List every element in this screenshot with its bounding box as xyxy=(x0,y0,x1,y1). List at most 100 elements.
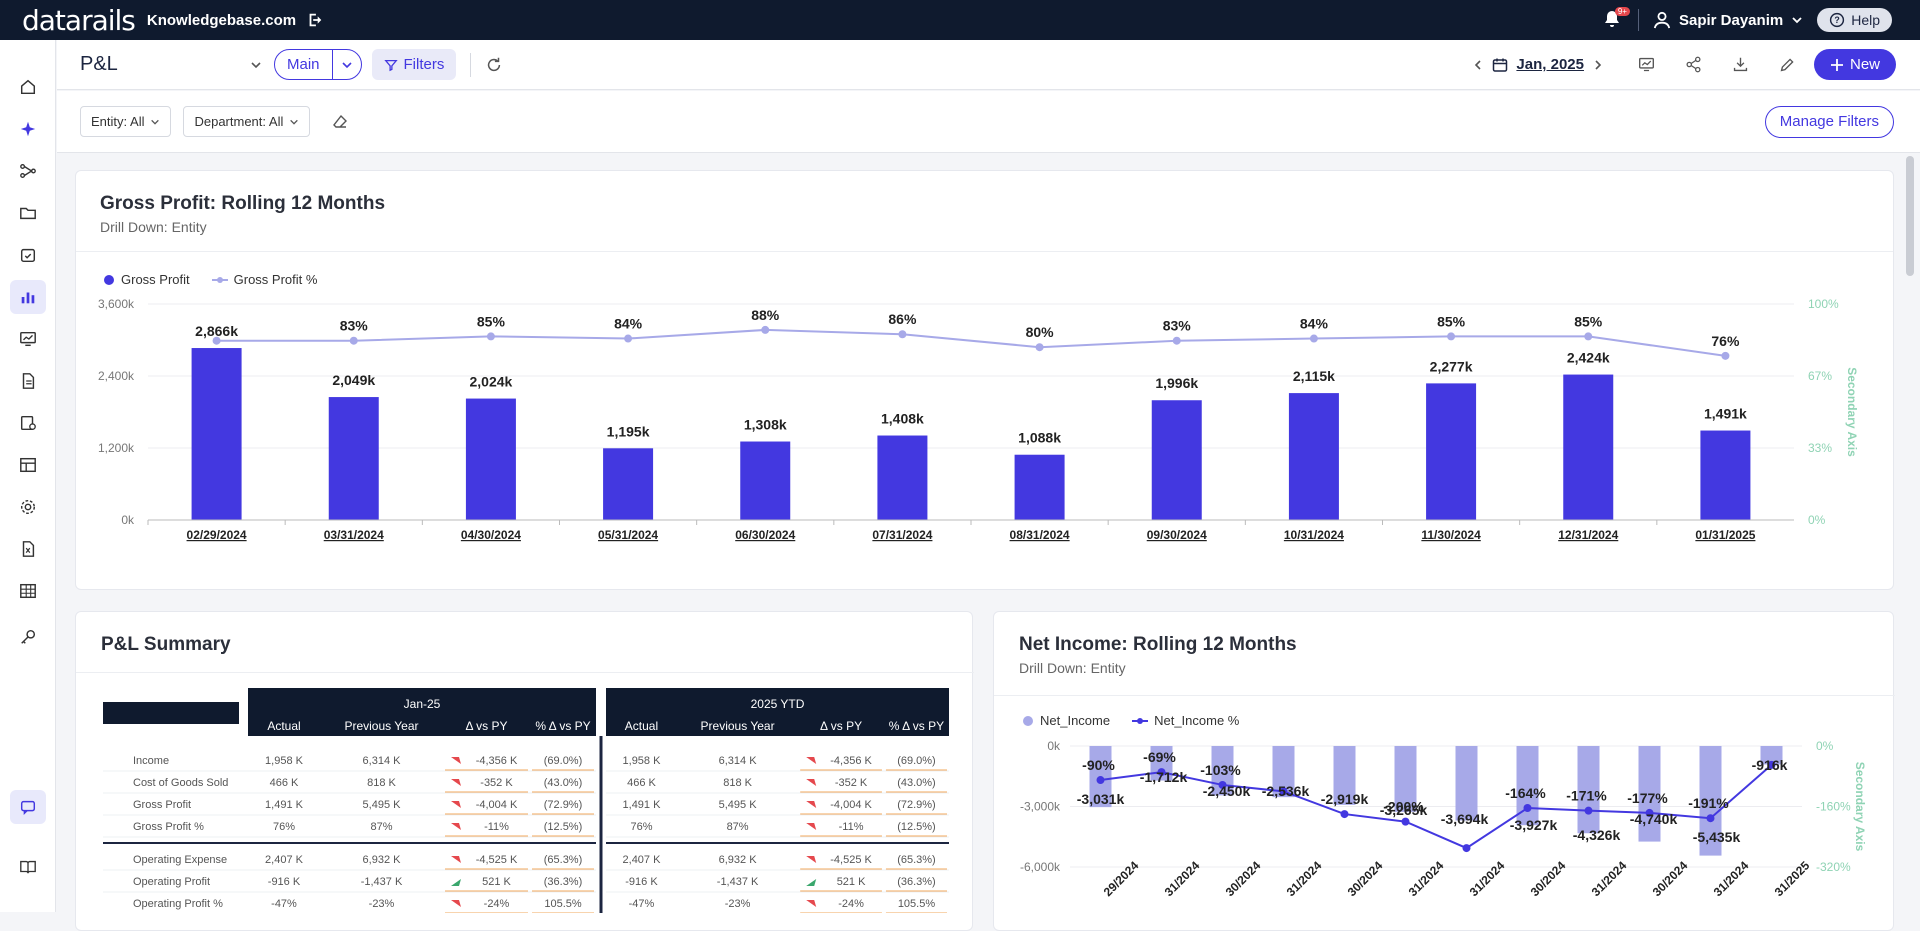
legend-item-net-income[interactable]: Net_Income xyxy=(1022,713,1110,728)
bar xyxy=(740,441,791,520)
line-point xyxy=(1447,332,1456,341)
table-column-header: Δ vs PY xyxy=(465,719,507,733)
bar xyxy=(1516,746,1539,826)
chevron-right-icon[interactable] xyxy=(1592,59,1604,71)
line-point xyxy=(1218,780,1227,789)
table-cell: 1,958 K xyxy=(265,755,304,767)
table-cell: -11% xyxy=(839,821,864,833)
view-dropdown-button[interactable] xyxy=(331,50,361,79)
gross-profit-chart: 0k 1,200k 2,400k 3,600k 0% 33% 67% 100% Secondar… xyxy=(98,297,1859,542)
nav-key-icon[interactable] xyxy=(10,620,46,654)
nav-document-icon[interactable] xyxy=(10,364,46,398)
line-value-label: 88% xyxy=(751,307,780,323)
x-tick-label: 31/2024 xyxy=(1284,858,1325,899)
net-income-card: Net Income: Rolling 12 Months Drill Down… xyxy=(993,611,1895,931)
line-value-label: -69% xyxy=(1143,749,1176,765)
nav-book-icon[interactable] xyxy=(10,850,46,884)
user-name: Sapir Dayanim xyxy=(1678,11,1784,29)
line-value-label: -103% xyxy=(1200,762,1241,778)
x-tick-label: 31/2024 xyxy=(1589,858,1630,899)
new-button[interactable]: New xyxy=(1813,49,1896,80)
line-point xyxy=(1584,332,1593,341)
nav-grid-icon[interactable] xyxy=(10,574,46,608)
nav-reports-chart-icon[interactable] xyxy=(10,280,46,314)
divider xyxy=(1637,9,1639,31)
datarails-logo[interactable]: datarails xyxy=(22,3,136,37)
entity-filter[interactable]: Entity: All xyxy=(80,106,172,137)
bar-value-label: -4,326k xyxy=(1573,827,1621,843)
bar xyxy=(1563,374,1614,520)
refresh-icon[interactable] xyxy=(485,56,503,74)
y2-tick-label: -320% xyxy=(1816,860,1851,874)
switch-tenant-icon[interactable] xyxy=(306,11,324,29)
table-row-label: Operating Profit % xyxy=(133,898,223,910)
notification-badge: 9+ xyxy=(1614,7,1630,16)
bar-value-label: 1,996k xyxy=(1155,375,1198,391)
nav-excel-doc-icon[interactable] xyxy=(10,532,46,566)
x-tick-label: 01/31/2025 xyxy=(1695,528,1755,542)
nav-connections-icon[interactable] xyxy=(10,154,46,188)
line-value-label: -177% xyxy=(1627,790,1668,806)
edit-pencil-icon[interactable] xyxy=(1779,56,1796,73)
y2-tick-label: 67% xyxy=(1808,369,1832,383)
legend-item-gross-profit-pct[interactable]: Gross Profit % xyxy=(211,272,317,287)
top-bar: datarails Knowledgebase.com 9+ Sapir Day… xyxy=(0,0,1920,40)
table-cell: -1,437 K xyxy=(717,876,759,888)
date-label[interactable]: Jan, 2025 xyxy=(1516,56,1584,73)
nav-calendar-check-icon[interactable] xyxy=(10,238,46,272)
trend-down-icon xyxy=(806,757,817,764)
filter-icon xyxy=(383,59,398,71)
y2-tick-label: 0% xyxy=(1816,739,1834,753)
eraser-icon[interactable] xyxy=(332,114,348,130)
nav-home-icon[interactable] xyxy=(10,70,46,104)
notifications-bell-icon[interactable]: 9+ xyxy=(1602,7,1630,31)
nav-settings-doc-icon[interactable] xyxy=(10,406,46,440)
table-cell: -352 K xyxy=(835,777,868,789)
legend-label: Net_Income % xyxy=(1154,713,1240,728)
table-cell: 6,932 K xyxy=(719,854,758,866)
table-cell: 6,314 K xyxy=(719,755,758,767)
y-tick-label: 1,200k xyxy=(98,441,135,455)
line-value-label: 83% xyxy=(340,318,369,334)
help-button[interactable]: ? Help xyxy=(1817,8,1892,32)
legend-item-net-income-pct[interactable]: Net_Income % xyxy=(1132,713,1239,728)
chevron-down-icon xyxy=(341,61,352,68)
legend-label: Gross Profit xyxy=(121,272,190,287)
bar-value-label: -5,435k xyxy=(1693,829,1741,845)
download-icon[interactable] xyxy=(1732,56,1749,73)
view-label[interactable]: Main xyxy=(287,56,320,73)
chevron-down-icon[interactable] xyxy=(250,59,262,71)
table-cell: 2,407 K xyxy=(623,854,662,866)
date-navigator: Jan, 2025 xyxy=(1472,56,1604,73)
legend-item-gross-profit[interactable]: Gross Profit xyxy=(103,272,190,287)
nav-table-icon[interactable] xyxy=(10,448,46,482)
department-filter[interactable]: Department: All xyxy=(183,106,311,137)
line-value-label: 84% xyxy=(1300,316,1329,332)
nav-dashboard-icon[interactable] xyxy=(10,322,46,356)
table-cell: (72.9%) xyxy=(544,799,583,811)
page-scrollbar[interactable] xyxy=(1906,156,1914,276)
bar-value-label: 1,308k xyxy=(744,417,787,433)
bar-value-label: 1,408k xyxy=(881,411,924,427)
nav-folder-icon[interactable] xyxy=(10,196,46,230)
table-column-header: Actual xyxy=(625,719,658,733)
view-selector[interactable]: Main xyxy=(274,49,362,80)
user-menu[interactable]: Sapir Dayanim xyxy=(1653,11,1803,29)
manage-filters-button[interactable]: Manage Filters xyxy=(1764,105,1894,138)
line-point xyxy=(898,330,907,339)
nav-gear-icon[interactable] xyxy=(10,490,46,524)
x-tick-label: 31/2024 xyxy=(1162,858,1203,899)
table-cell: 5,495 K xyxy=(719,799,758,811)
share-icon[interactable] xyxy=(1685,56,1702,73)
y-tick-label: 0k xyxy=(121,513,135,527)
presentation-icon[interactable] xyxy=(1638,56,1655,73)
filters-button[interactable]: Filters xyxy=(371,49,457,80)
nav-ai-sparkle-icon[interactable] xyxy=(10,112,46,146)
bar-value-label: 1,491k xyxy=(1704,406,1747,422)
page-title: P&L xyxy=(80,53,118,75)
nav-chat-icon[interactable] xyxy=(10,790,46,824)
chevron-left-icon[interactable] xyxy=(1472,59,1484,71)
bar xyxy=(1333,746,1356,805)
table-cell: 76% xyxy=(630,821,652,833)
table-cell: 466 K xyxy=(270,777,299,789)
